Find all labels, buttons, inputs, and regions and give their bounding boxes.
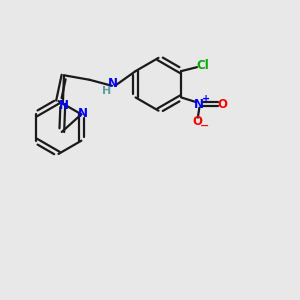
Text: N: N [194,98,204,111]
Text: O: O [193,115,203,128]
Text: H: H [102,85,111,96]
Text: N: N [78,106,88,120]
Text: Cl: Cl [196,59,209,72]
Text: O: O [218,98,227,111]
Text: +: + [202,94,210,104]
Text: N: N [58,99,68,112]
Text: −: − [200,120,209,130]
Text: N: N [108,77,118,91]
